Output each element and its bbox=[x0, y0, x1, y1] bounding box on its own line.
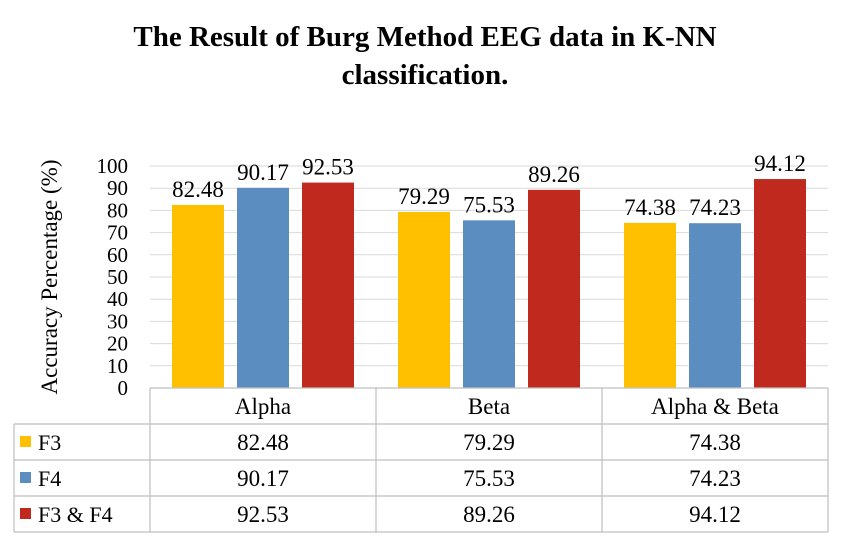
table-cell: 79.29 bbox=[463, 430, 515, 455]
bar-f3 bbox=[624, 222, 676, 388]
bar-f3-f4 bbox=[528, 189, 580, 388]
table-row-label: F3 & F4 bbox=[38, 502, 113, 527]
data-label: 74.38 bbox=[624, 195, 676, 220]
legend-swatch bbox=[20, 508, 31, 519]
data-label: 94.12 bbox=[754, 151, 806, 176]
y-tick-label: 10 bbox=[107, 354, 128, 378]
table-cell: 89.26 bbox=[463, 502, 515, 527]
table-header-cell: Beta bbox=[468, 394, 510, 419]
table-cell: 92.53 bbox=[237, 502, 289, 527]
data-label: 90.17 bbox=[237, 160, 289, 185]
bar-f4 bbox=[237, 187, 289, 388]
table-cell: 94.12 bbox=[689, 502, 741, 527]
data-label: 82.48 bbox=[172, 177, 224, 202]
chart-title: The Result of Burg Method EEG data in K-… bbox=[0, 18, 850, 94]
table-cell: 74.23 bbox=[689, 466, 741, 491]
bar-f3 bbox=[172, 204, 224, 388]
y-tick-label: 20 bbox=[107, 332, 128, 356]
table-cell: 82.48 bbox=[237, 430, 289, 455]
y-axis-title: Accuracy Percentage (%) bbox=[37, 160, 62, 395]
y-tick-label: 90 bbox=[107, 176, 128, 200]
y-tick-label: 70 bbox=[107, 221, 128, 245]
table-row-label: F4 bbox=[38, 466, 61, 491]
chart-title-line-2: classification. bbox=[341, 59, 509, 91]
y-tick-label: 30 bbox=[107, 309, 128, 333]
bar-f3-f4 bbox=[302, 182, 354, 388]
y-tick-label: 40 bbox=[107, 287, 128, 311]
table-header-cell: Alpha & Beta bbox=[651, 394, 779, 419]
data-table: Alpha Beta Alpha & Beta F3 82.48 79.29 74.38 F4… bbox=[13, 387, 829, 533]
table-row-label: F3 bbox=[38, 430, 61, 455]
bar-f4 bbox=[689, 223, 741, 388]
data-label: 89.26 bbox=[528, 162, 580, 187]
y-tick-label: 60 bbox=[107, 243, 128, 267]
y-tick-label: 50 bbox=[107, 265, 128, 289]
data-label: 92.53 bbox=[302, 155, 354, 180]
data-labels: 82.48 90.17 92.53 79.29 75.53 89.26 74.38 74.23… bbox=[172, 151, 806, 220]
bar-f3-f4 bbox=[754, 179, 806, 388]
bars bbox=[172, 179, 806, 388]
table-cell: 90.17 bbox=[237, 466, 289, 491]
bar-f3 bbox=[398, 211, 450, 388]
y-tick-label: 80 bbox=[107, 198, 128, 222]
data-label: 75.53 bbox=[463, 192, 515, 217]
chart-title-line-1: The Result of Burg Method EEG data in K-… bbox=[133, 21, 717, 53]
data-label: 74.23 bbox=[689, 195, 741, 220]
table-header-cell: Alpha bbox=[235, 394, 291, 419]
data-label: 79.29 bbox=[398, 184, 450, 209]
y-tick-label: 0 bbox=[118, 376, 129, 400]
legend-swatch bbox=[20, 436, 31, 447]
y-tick-label: 100 bbox=[97, 154, 129, 178]
legend-swatch bbox=[20, 472, 31, 483]
bar-f4 bbox=[463, 220, 515, 388]
table-cell: 75.53 bbox=[463, 466, 515, 491]
table-cell: 74.38 bbox=[689, 430, 741, 455]
